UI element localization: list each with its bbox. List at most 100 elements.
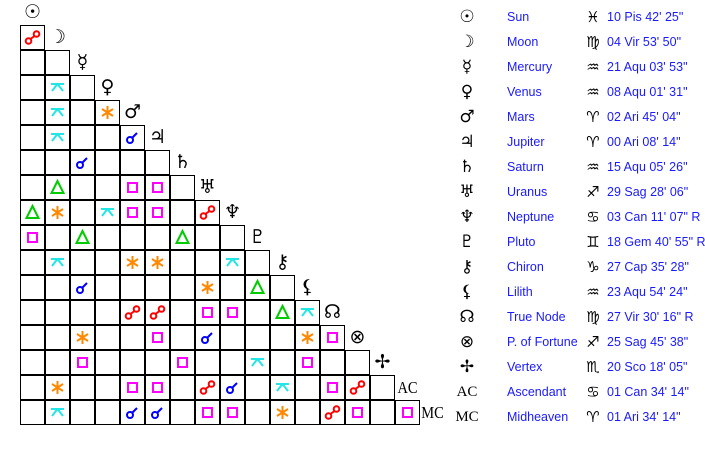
planet-name: Venus: [507, 85, 542, 99]
quincunx-icon: [50, 107, 64, 117]
aspect-cell-empty: [19, 49, 45, 75]
planet-position: 10 Pis 42' 25": [607, 10, 684, 24]
lilith-icon: ⚸: [460, 282, 474, 302]
aquarius-icon: ♒: [586, 158, 600, 176]
conjunction-icon: [125, 131, 138, 144]
aspect-cell-trine: [269, 299, 295, 325]
aspect-cell-empty: [169, 249, 195, 275]
aspect-cell-empty: [369, 399, 395, 425]
aspect-cell-sextile: [269, 399, 295, 425]
sextile-icon: [300, 330, 314, 344]
aspect-cell-quincunx: [94, 199, 120, 225]
quincunx-icon: [300, 307, 314, 317]
planet-row: ⊗ P. of Fortune ♐ 25 Sag 45' 38": [453, 330, 705, 355]
square-icon: [151, 331, 163, 343]
aspect-cell-empty: [94, 124, 120, 150]
aspect-cell-empty: [69, 374, 95, 400]
aspect-cell-empty: [94, 299, 120, 325]
square-icon: [126, 381, 138, 393]
quincunx-icon: [50, 132, 64, 142]
aspect-cell-empty: [94, 174, 120, 200]
aspect-cell-empty: [69, 399, 95, 425]
aspect-cell-empty: [269, 324, 295, 350]
trine-icon: [74, 228, 90, 244]
square-icon: [151, 181, 163, 193]
aspect-cell-empty: [19, 374, 45, 400]
opposition-icon: [349, 379, 365, 395]
planet-name: P. of Fortune: [507, 335, 578, 349]
planet-position: 27 Cap 35' 28": [607, 260, 689, 274]
neptune-icon: ♆: [459, 207, 475, 227]
aspect-cell-empty: [119, 224, 145, 250]
planet-position: 21 Aqu 03' 53": [607, 60, 688, 74]
aspect-cell-conjunction: [194, 324, 220, 350]
aspect-cell-sextile: [44, 199, 70, 225]
aspect-cell-empty: [69, 299, 95, 325]
aspect-cell-empty: [194, 224, 220, 250]
aspect-cell-empty: [244, 324, 270, 350]
square-icon: [301, 356, 313, 368]
conjunction-icon: [150, 406, 163, 419]
grid-sun-icon: ☉: [23, 1, 42, 23]
grid-true-node-icon: ☊: [324, 301, 341, 323]
planet-row: ⚸ Lilith ♒ 23 Aqu 54' 24": [453, 280, 705, 305]
planet-name: Midheaven: [507, 410, 569, 424]
quincunx-icon: [250, 357, 264, 367]
aspect-cell-empty: [219, 349, 245, 375]
aspect-cell-opposition: [19, 24, 45, 50]
sextile-icon: [150, 255, 164, 269]
square-icon: [126, 181, 138, 193]
sextile-icon: [125, 255, 139, 269]
aspect-cell-empty: [169, 199, 195, 225]
square-icon: [401, 406, 413, 418]
aspect-cell-empty: [19, 399, 45, 425]
aspect-cell-empty: [269, 349, 295, 375]
scorpio-icon: ♏: [586, 358, 600, 376]
planet-row: ⚷ Chiron ♑ 27 Cap 35' 28": [453, 255, 705, 280]
aspect-cell-empty: [244, 299, 270, 325]
sagittarius-icon: ♐: [586, 183, 600, 201]
aspect-cell-trine: [169, 224, 195, 250]
planet-row: ✢ Vertex ♏ 20 Sco 18' 05": [453, 355, 705, 380]
part-of-fortune-icon: ⊗: [459, 332, 475, 352]
aspect-grid: ☉ ☽ ☿ ♀ ♂ ♃ ♄ ♅ ♆ ♇ ⚷ ⚸ ☊ ⊗ ✢ AC MC: [19, 1, 444, 425]
true-node-icon: ☊: [459, 307, 475, 327]
aspect-cell-empty: [19, 299, 45, 325]
planet-name: Sun: [507, 10, 530, 24]
aspect-cell-sextile: [144, 249, 170, 275]
grid-lilith-icon: ⚸: [300, 276, 315, 298]
planet-name: Neptune: [507, 210, 555, 224]
aspect-cell-conjunction: [69, 274, 95, 300]
sun-icon: ☉: [459, 7, 475, 27]
aspect-cell-empty: [144, 224, 170, 250]
aspect-cell-conjunction: [119, 124, 145, 150]
planet-row: ♅ Uranus ♐ 29 Sag 28' 06": [453, 180, 705, 205]
chiron-icon: ⚷: [460, 257, 474, 277]
quincunx-icon: [50, 82, 64, 92]
aspect-cell-empty: [169, 299, 195, 325]
square-icon: [151, 206, 163, 218]
aspect-cell-empty: [19, 124, 45, 150]
planet-name: Mercury: [507, 60, 553, 74]
aquarius-icon: ♒: [586, 283, 600, 301]
aspect-cell-empty: [119, 149, 145, 175]
aspect-cell-empty: [19, 174, 45, 200]
saturn-icon: ♄: [459, 157, 475, 177]
aspect-cell-empty: [244, 249, 270, 275]
aspect-cell-conjunction: [144, 399, 170, 425]
aspect-cell-empty: [19, 74, 45, 100]
grid-saturn-icon: ♄: [173, 151, 192, 173]
aspect-cell-empty: [94, 399, 120, 425]
quincunx-icon: [100, 207, 114, 217]
planet-position: 25 Sag 45' 38": [607, 335, 689, 349]
square-icon: [351, 406, 363, 418]
aspect-cell-opposition: [194, 199, 220, 225]
aspect-cell-trine: [244, 274, 270, 300]
aspect-cell-empty: [44, 349, 70, 375]
conjunction-icon: [200, 331, 213, 344]
planet-row: ♇ Pluto ♊ 18 Gem 40' 55" R: [453, 230, 705, 255]
aspect-cell-empty: [44, 49, 70, 75]
aspect-cell-empty: [144, 149, 170, 175]
aspect-cell-empty: [319, 349, 345, 375]
planet-row: ☽ Moon ♍ 04 Vir 53' 50": [453, 30, 705, 55]
